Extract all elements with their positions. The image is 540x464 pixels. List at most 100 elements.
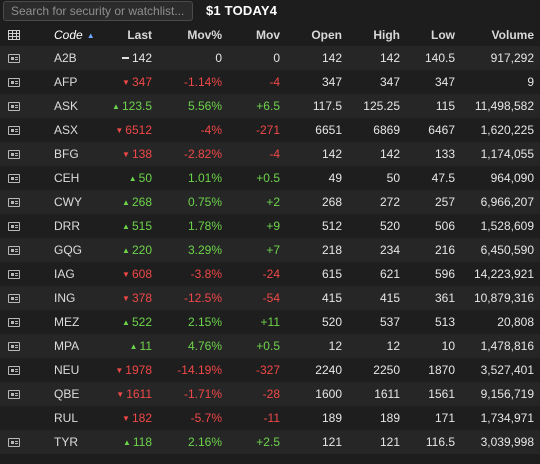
column-header-code[interactable]: Code ▲ xyxy=(28,24,100,46)
column-header-high[interactable]: High xyxy=(348,24,406,46)
ticket-icon[interactable] xyxy=(8,390,20,399)
table-row[interactable]: ING ▼ 378 -12.5% -54 415 415 361 10,879,316 xyxy=(0,286,540,310)
table-row[interactable]: MEZ ▲ 522 2.15% +11 520 537 513 20,808 xyxy=(0,310,540,334)
table-row[interactable]: RUL ▼ 182 -5.7% -11 189 189 171 1,734,971 xyxy=(0,406,540,430)
ticket-icon[interactable] xyxy=(8,270,20,279)
ticket-icon[interactable] xyxy=(8,366,20,375)
cell-low: 216 xyxy=(434,243,455,257)
table-row[interactable]: DRR ▲ 515 1.78% +9 512 520 506 1,528,609 xyxy=(0,214,540,238)
table-row[interactable]: CEH ▲ 50 1.01% +0.5 49 50 47.5 964,090 xyxy=(0,166,540,190)
cell-low: 257 xyxy=(434,195,455,209)
ticket-icon[interactable] xyxy=(8,222,20,231)
table-row[interactable]: ASK ▲ 123.5 5.56% +6.5 117.5 125.25 115 11,498,5… xyxy=(0,94,540,118)
cell-code[interactable]: CEH xyxy=(54,171,80,185)
column-header-movp[interactable]: Mov% xyxy=(158,24,228,46)
column-header-low[interactable]: Low xyxy=(406,24,461,46)
cell-code[interactable]: BFG xyxy=(54,147,79,161)
ticket-icon[interactable] xyxy=(8,246,20,255)
cell-code[interactable]: ASK xyxy=(54,99,79,113)
ticket-icon[interactable] xyxy=(8,318,20,327)
arrow-up-icon: ▲ xyxy=(122,246,130,255)
ticket-icon[interactable] xyxy=(8,102,20,111)
table-row[interactable]: ASX ▼ 6512 -4% -271 6651 6869 6467 1,620,225 xyxy=(0,118,540,142)
cell-code[interactable]: TYR xyxy=(54,435,78,449)
row-icon-cell[interactable] xyxy=(0,310,28,334)
last-value: 378 xyxy=(131,291,152,305)
ticket-icon[interactable] xyxy=(8,342,20,351)
table-row[interactable]: MPA ▲ 11 4.76% +0.5 12 12 10 1,478,816 xyxy=(0,334,540,358)
last-value: 123.5 xyxy=(121,99,152,113)
row-icon-cell[interactable] xyxy=(0,190,28,214)
row-icon-cell[interactable] xyxy=(0,430,28,454)
cell-movp: -1.14% xyxy=(183,75,222,89)
cell-volume: 20,808 xyxy=(497,315,534,329)
table-row[interactable]: TYR ▲ 118 2.16% +2.5 121 121 116.5 3,039,998 xyxy=(0,430,540,454)
cell-code[interactable]: ASX xyxy=(54,123,79,137)
cell-low: 361 xyxy=(434,291,455,305)
cell-code[interactable]: MEZ xyxy=(54,315,80,329)
cell-open: 142 xyxy=(321,51,342,65)
ticket-icon[interactable] xyxy=(8,54,20,63)
row-icon-cell[interactable] xyxy=(0,214,28,238)
table-row[interactable]: BFG ▼ 138 -2.82% -4 142 142 133 1,174,055 xyxy=(0,142,540,166)
ticket-icon[interactable] xyxy=(8,78,20,87)
last-value: 1978 xyxy=(125,363,152,377)
ticket-icon[interactable] xyxy=(8,126,20,135)
row-icon-cell[interactable] xyxy=(0,46,28,70)
column-settings-button[interactable] xyxy=(0,24,28,46)
cell-open: 189 xyxy=(321,411,342,425)
row-icon-cell[interactable] xyxy=(0,94,28,118)
cell-code[interactable]: QBE xyxy=(54,387,80,401)
column-header-mov[interactable]: Mov xyxy=(228,24,286,46)
table-row[interactable]: A2B 142 0 0 142 142 140.5 917,292 xyxy=(0,46,540,70)
cell-movp: 5.56% xyxy=(187,99,222,113)
table-row[interactable]: GQG ▲ 220 3.29% +7 218 234 216 6,450,590 xyxy=(0,238,540,262)
column-header-volume[interactable]: Volume xyxy=(461,24,540,46)
column-header-open[interactable]: Open xyxy=(286,24,348,46)
cell-code[interactable]: ING xyxy=(54,291,76,305)
cell-code[interactable]: CWY xyxy=(54,195,82,209)
arrow-down-icon: ▼ xyxy=(122,78,130,87)
last-value: 6512 xyxy=(125,123,152,137)
row-icon-cell[interactable] xyxy=(0,118,28,142)
table-row[interactable]: AFP ▼ 347 -1.14% -4 347 347 347 9 xyxy=(0,70,540,94)
ticket-icon[interactable] xyxy=(8,150,20,159)
row-icon-cell[interactable] xyxy=(0,358,28,382)
cell-code[interactable]: NEU xyxy=(54,363,80,377)
table-row[interactable]: CWY ▲ 268 0.75% +2 268 272 257 6,966,207 xyxy=(0,190,540,214)
row-icon-cell[interactable] xyxy=(0,70,28,94)
row-icon-cell[interactable] xyxy=(0,238,28,262)
cell-volume: 1,174,055 xyxy=(480,147,534,161)
cell-low: 171 xyxy=(434,411,455,425)
search-input[interactable] xyxy=(3,1,193,21)
row-icon-cell[interactable] xyxy=(0,262,28,286)
cell-high: 142 xyxy=(379,51,400,65)
watchlist-title[interactable]: $1 TODAY4 xyxy=(206,3,278,18)
cell-code[interactable]: MPA xyxy=(54,339,80,353)
table-row[interactable]: IAG ▼ 608 -3.8% -24 615 621 596 14,223,921 xyxy=(0,262,540,286)
cell-movp: 2.16% xyxy=(187,435,222,449)
cell-mov: +0.5 xyxy=(256,339,280,353)
ticket-icon[interactable] xyxy=(8,438,20,447)
table-row[interactable]: NEU ▼ 1978 -14.19% -327 2240 2250 1870 3,527,401 xyxy=(0,358,540,382)
last-value: 50 xyxy=(138,171,152,185)
column-header-last[interactable]: Last xyxy=(100,24,158,46)
ticket-icon[interactable] xyxy=(8,174,20,183)
row-icon-cell[interactable] xyxy=(0,166,28,190)
cell-code[interactable]: AFP xyxy=(54,75,78,89)
ticket-icon[interactable] xyxy=(8,294,20,303)
cell-code[interactable]: A2B xyxy=(54,51,77,65)
row-icon-cell[interactable] xyxy=(0,382,28,406)
cell-code[interactable]: DRR xyxy=(54,219,80,233)
cell-code[interactable]: GQG xyxy=(54,243,83,257)
cell-code[interactable]: RUL xyxy=(54,411,79,425)
cell-code[interactable]: IAG xyxy=(54,267,75,281)
row-icon-cell[interactable] xyxy=(0,334,28,358)
row-icon-cell[interactable] xyxy=(0,406,28,430)
cell-low: 6467 xyxy=(428,123,455,137)
row-icon-cell[interactable] xyxy=(0,142,28,166)
row-icon-cell[interactable] xyxy=(0,286,28,310)
ticket-icon[interactable] xyxy=(8,198,20,207)
cell-mov: -4 xyxy=(269,75,280,89)
table-row[interactable]: QBE ▼ 1611 -1.71% -28 1600 1611 1561 9,156,719 xyxy=(0,382,540,406)
